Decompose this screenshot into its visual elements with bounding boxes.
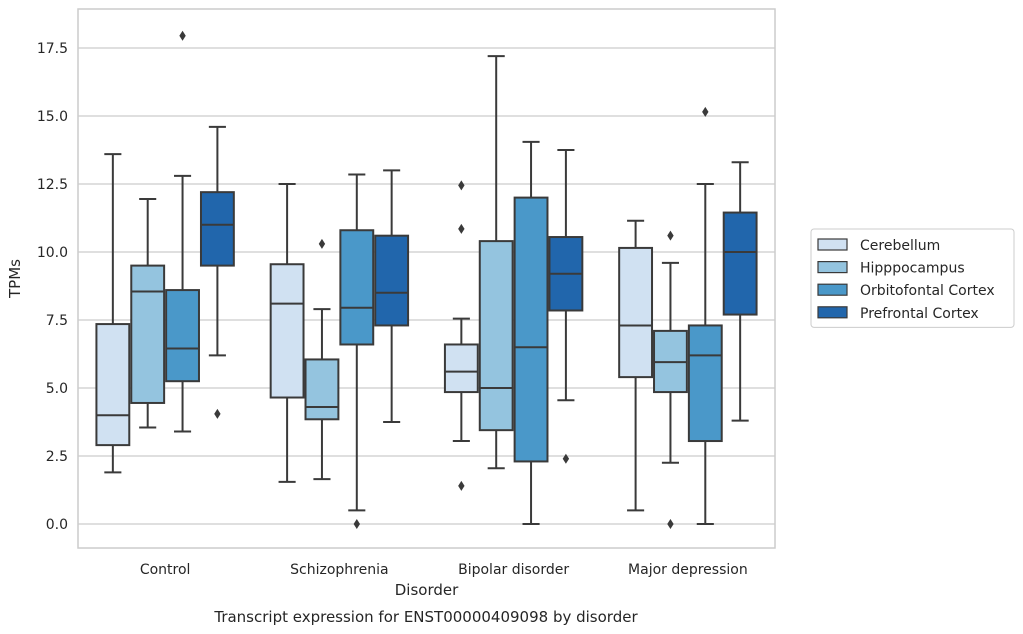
y-tick-label: 15.0	[37, 109, 68, 125]
box-0-2	[443, 180, 479, 491]
legend-item: Hipppocampus	[817, 261, 965, 277]
box-iqr	[95, 323, 131, 447]
box-iqr	[443, 343, 479, 394]
box-3-1	[374, 169, 410, 423]
box-iqr	[165, 289, 200, 383]
legend-label: Hipppocampus	[860, 261, 965, 277]
outlier-point	[318, 238, 326, 249]
plot-frame	[77, 8, 776, 549]
outlier-point	[667, 230, 674, 241]
legend: Cerebellum Hipppocampus Orbitofontal Corte…	[810, 228, 1015, 328]
box-1-3	[653, 230, 688, 529]
box-iqr	[269, 263, 305, 399]
y-tick-label: 5.0	[46, 381, 68, 397]
outlier-point	[214, 408, 221, 419]
box-3-0	[199, 125, 235, 419]
box-0-3	[618, 219, 654, 512]
box-iqr	[199, 191, 235, 267]
legend-label: Cerebellum	[860, 238, 940, 254]
y-axis-title: TPMs	[6, 259, 24, 299]
outlier-point	[667, 519, 674, 529]
y-tick-label: 7.5	[46, 313, 68, 329]
box-3-3	[722, 161, 758, 422]
box-2-0	[165, 30, 200, 433]
box-1-2	[478, 55, 514, 470]
outlier-point	[353, 519, 360, 529]
y-tick-labels: 0.0 2.5 5.0 7.5 10.0 12.5 15.0 17.5	[37, 41, 68, 533]
x-tick-label: Control	[140, 562, 191, 578]
legend-item: Prefrontal Cortex	[817, 306, 979, 322]
box-2-1	[339, 173, 375, 529]
legend-items: Cerebellum Hipppocampus Orbitofontal Corte…	[817, 238, 995, 322]
box-iqr	[304, 358, 340, 421]
outlier-point	[562, 453, 570, 464]
box-0-0	[95, 153, 131, 474]
outlier-point	[702, 106, 709, 117]
y-tick-label: 10.0	[37, 245, 68, 261]
legend-frame	[810, 228, 1015, 328]
x-tick-labels: Control Schizophrenia Bipolar disorder Majo…	[140, 562, 748, 578]
box-iqr	[687, 324, 723, 443]
outlier-point	[458, 223, 465, 234]
legend-swatch	[817, 238, 848, 251]
legend-item: Orbitofontal Cortex	[817, 283, 995, 299]
box-2-2	[513, 140, 549, 525]
x-tick-label: Bipolar disorder	[458, 562, 569, 578]
chart-caption: Transcript expression for ENST0000040909…	[213, 608, 638, 626]
box-0-1	[269, 183, 305, 483]
boxes	[95, 30, 758, 529]
box-iqr	[339, 229, 375, 346]
box-1-0	[130, 197, 166, 429]
box-iqr	[478, 240, 514, 432]
y-tick-label: 0.0	[46, 517, 68, 533]
outlier-point	[179, 30, 186, 41]
box-iqr	[130, 264, 166, 404]
y-tick-label: 12.5	[37, 177, 68, 193]
legend-label: Orbitofontal Cortex	[860, 283, 995, 299]
y-tick-label: 2.5	[46, 449, 68, 465]
box-2-3	[687, 106, 723, 525]
legend-item: Cerebellum	[817, 238, 940, 254]
x-axis-title: Disorder	[395, 581, 459, 599]
box-iqr	[513, 196, 549, 463]
outlier-point	[458, 480, 465, 491]
box-1-1	[304, 238, 340, 481]
legend-label: Prefrontal Cortex	[860, 306, 979, 322]
box-iqr	[374, 234, 410, 327]
legend-swatch	[817, 283, 848, 296]
box-3-2	[548, 149, 584, 464]
box-iqr	[618, 246, 654, 379]
x-tick-label: Major depression	[628, 562, 748, 578]
legend-swatch	[817, 261, 848, 274]
outlier-point	[458, 180, 465, 191]
box-iqr	[722, 211, 758, 316]
legend-swatch	[817, 306, 848, 319]
y-tick-label: 17.5	[37, 41, 68, 57]
x-tick-label: Schizophrenia	[290, 562, 388, 578]
